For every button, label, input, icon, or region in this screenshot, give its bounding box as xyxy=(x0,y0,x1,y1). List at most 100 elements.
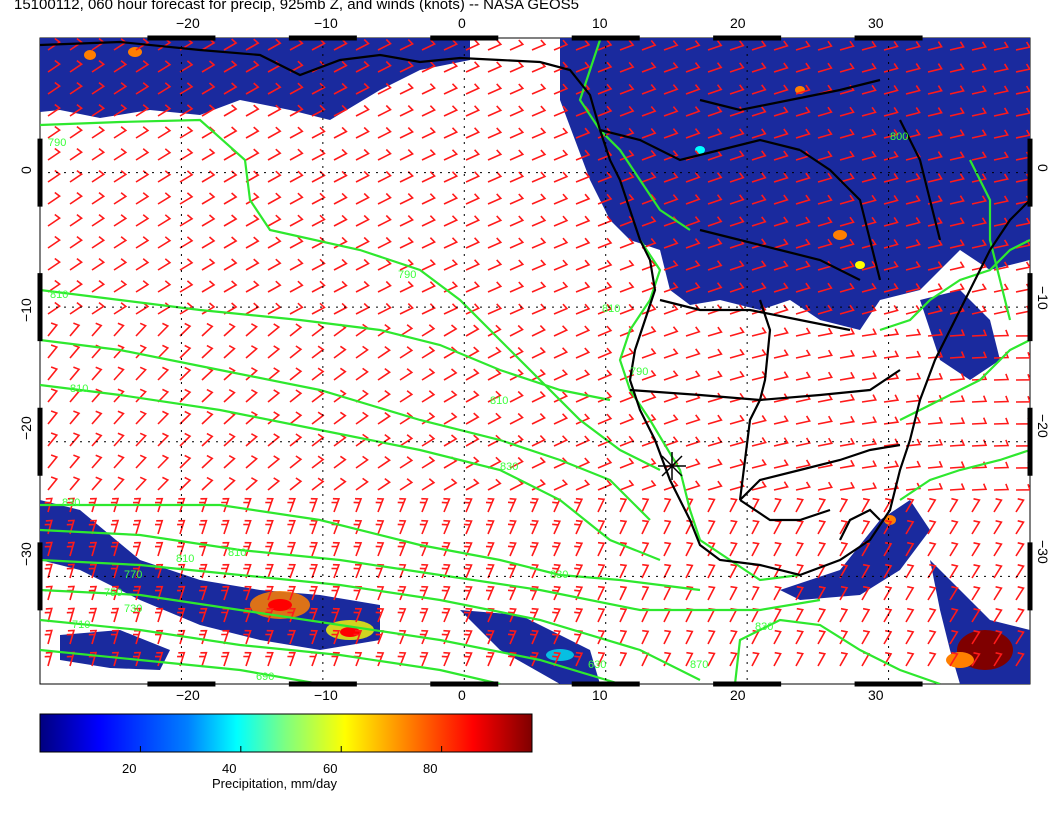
wind-barb xyxy=(597,497,606,513)
wind-barb xyxy=(399,346,414,359)
wind-barb xyxy=(377,280,392,293)
wind-barb xyxy=(751,651,760,667)
wind-barb xyxy=(377,192,392,205)
wind-barb xyxy=(399,215,414,227)
wind-barb xyxy=(751,194,767,205)
wind-barb xyxy=(375,497,385,513)
wind-barb xyxy=(883,563,893,579)
wind-barb xyxy=(619,391,635,403)
star-icon xyxy=(658,452,686,480)
wind-barb xyxy=(971,329,988,337)
wind-barb xyxy=(971,564,981,579)
wind-barb xyxy=(597,193,613,205)
wind-barb xyxy=(839,128,855,139)
wind-barb xyxy=(487,171,503,183)
wind-barb xyxy=(443,390,458,403)
wind-barb xyxy=(619,413,635,425)
border-line xyxy=(599,128,801,162)
wind-barb xyxy=(971,652,981,667)
wind-barb xyxy=(113,302,128,315)
wind-barb xyxy=(839,40,855,51)
wind-barb xyxy=(353,563,363,579)
wind-barb xyxy=(574,607,584,623)
wind-barb xyxy=(113,170,128,183)
wind-barb xyxy=(509,39,525,51)
wind-barb xyxy=(685,40,701,51)
wind-barb xyxy=(443,215,459,227)
wind-barb xyxy=(465,193,481,205)
wind-barb xyxy=(333,148,348,161)
wind-barb xyxy=(267,236,282,249)
wind-barb xyxy=(91,454,103,469)
precip-area-south-east xyxy=(780,500,930,600)
wind-barb xyxy=(552,585,561,601)
wind-barb xyxy=(419,629,429,645)
wind-barb xyxy=(399,237,414,249)
lon-label-top: −20 xyxy=(176,15,200,31)
wind-barb xyxy=(574,585,584,601)
wind-barb xyxy=(223,323,236,337)
wind-barb xyxy=(245,82,260,95)
wind-barb xyxy=(597,171,613,183)
wind-barb xyxy=(333,214,348,227)
wind-barb xyxy=(817,481,833,491)
wind-barb xyxy=(135,454,147,469)
wind-barb xyxy=(421,478,436,491)
wind-barb xyxy=(289,148,304,161)
wind-barb xyxy=(531,127,547,139)
wind-barb xyxy=(1015,564,1025,579)
wind-barb xyxy=(773,497,782,513)
wind-barb xyxy=(971,107,987,117)
wind-barb xyxy=(575,193,591,205)
wind-barb xyxy=(949,461,966,469)
wind-barb xyxy=(927,607,937,623)
wind-barb xyxy=(113,322,125,337)
wind-barb xyxy=(795,282,811,293)
precip-hotspot xyxy=(855,261,865,269)
wind-barb xyxy=(443,259,459,271)
wind-barb xyxy=(971,195,987,205)
wind-barb xyxy=(311,345,325,359)
wind-barb xyxy=(135,476,147,491)
wind-barb xyxy=(47,235,61,249)
wind-barb xyxy=(135,82,150,95)
border-line xyxy=(738,299,772,501)
wind-barb xyxy=(773,62,789,73)
wind-barb xyxy=(531,39,547,51)
wind-barb xyxy=(949,195,965,205)
wind-barb xyxy=(949,129,965,139)
wind-barb xyxy=(839,327,856,337)
wind-barb xyxy=(399,368,414,381)
wind-barb xyxy=(553,61,569,73)
wind-barb xyxy=(135,170,150,183)
wind-barb xyxy=(132,651,142,667)
wind-barb xyxy=(287,651,296,667)
wind-barb xyxy=(355,367,369,381)
wind-barb xyxy=(287,519,296,535)
wind-barb xyxy=(201,192,216,205)
wind-barb xyxy=(641,39,657,51)
contour-line xyxy=(40,528,821,612)
wind-barb xyxy=(883,216,899,227)
precip-hotspot xyxy=(84,50,96,60)
border-line xyxy=(799,149,882,281)
wind-barb xyxy=(443,368,458,381)
wind-barb xyxy=(905,261,921,271)
wind-barb xyxy=(530,651,539,667)
wind-barb xyxy=(135,280,150,293)
wind-barb xyxy=(553,83,569,95)
wind-barb xyxy=(355,104,370,117)
wind-barb xyxy=(817,651,827,667)
wind-barb xyxy=(927,629,937,645)
wind-barb xyxy=(69,366,81,381)
wind-barb xyxy=(773,172,789,183)
wind-barb xyxy=(949,329,966,337)
wind-barb xyxy=(132,607,142,623)
wind-barb xyxy=(795,84,811,95)
wind-barb xyxy=(619,563,628,579)
wind-barb xyxy=(553,479,569,491)
wind-barb xyxy=(333,258,348,271)
wind-barb xyxy=(113,344,125,359)
wind-barb xyxy=(795,216,811,227)
contour-label: 800 xyxy=(890,131,908,143)
